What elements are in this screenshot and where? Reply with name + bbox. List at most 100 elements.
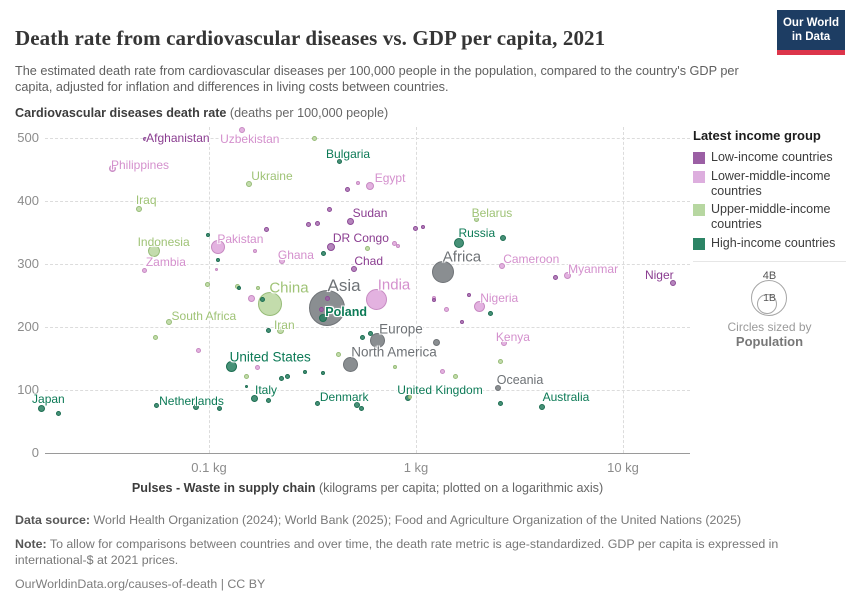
data-point-unlabeled[interactable] bbox=[444, 307, 450, 313]
data-point-unlabeled[interactable] bbox=[412, 225, 418, 231]
data-point-unlabeled[interactable] bbox=[248, 294, 256, 302]
data-point-unlabeled[interactable] bbox=[497, 358, 503, 364]
data-point-egypt[interactable] bbox=[366, 181, 375, 190]
data-point-indonesia[interactable] bbox=[147, 244, 160, 257]
data-point-unlabeled[interactable] bbox=[327, 207, 333, 213]
data-point-cameroon[interactable] bbox=[499, 262, 506, 269]
data-point-unlabeled[interactable] bbox=[236, 285, 241, 290]
data-point-unlabeled[interactable] bbox=[245, 385, 249, 389]
data-point-africa[interactable] bbox=[431, 261, 454, 284]
data-point-unlabeled[interactable] bbox=[420, 224, 425, 229]
data-point-unlabeled[interactable] bbox=[460, 319, 465, 324]
data-point-russia[interactable] bbox=[453, 238, 464, 249]
data-point-chad[interactable] bbox=[350, 266, 357, 273]
data-point-unlabeled[interactable] bbox=[265, 397, 271, 403]
data-point-europe[interactable] bbox=[370, 332, 386, 348]
data-point-unlabeled[interactable] bbox=[260, 296, 266, 302]
data-point-unlabeled[interactable] bbox=[431, 297, 436, 302]
data-point-ghana[interactable] bbox=[278, 257, 285, 264]
data-point-unlabeled[interactable] bbox=[152, 334, 158, 340]
data-point-unlabeled[interactable] bbox=[391, 240, 397, 246]
data-point-unlabeled[interactable] bbox=[255, 285, 260, 290]
data-point-unlabeled[interactable] bbox=[264, 227, 270, 233]
data-point-unlabeled[interactable] bbox=[321, 250, 327, 256]
data-point-unlabeled[interactable] bbox=[355, 180, 360, 185]
data-point-zambia[interactable] bbox=[142, 267, 148, 273]
legend-item-high-income-countries[interactable]: High-income countries bbox=[693, 236, 846, 251]
data-point-unlabeled[interactable] bbox=[552, 275, 558, 281]
data-point-unlabeled[interactable] bbox=[360, 334, 366, 340]
data-point-iran[interactable] bbox=[276, 327, 284, 335]
legend-item-lower-middle-income-countries[interactable]: Lower-middle-income countries bbox=[693, 169, 846, 199]
data-point-unlabeled[interactable] bbox=[265, 327, 271, 333]
data-point-unlabeled[interactable] bbox=[216, 258, 221, 263]
data-point-unlabeled[interactable] bbox=[487, 311, 493, 317]
data-point-unlabeled[interactable] bbox=[216, 406, 222, 412]
data-point-myanmar[interactable] bbox=[563, 272, 571, 280]
data-point-unlabeled[interactable] bbox=[253, 248, 258, 253]
data-point-unlabeled[interactable] bbox=[303, 369, 308, 374]
data-point-unlabeled[interactable] bbox=[396, 243, 401, 248]
data-point-philippines[interactable] bbox=[108, 164, 116, 172]
data-point-unlabeled[interactable] bbox=[312, 135, 318, 141]
data-point-unlabeled[interactable] bbox=[344, 186, 350, 192]
data-point-australia[interactable] bbox=[538, 404, 545, 410]
data-point-unlabeled[interactable] bbox=[367, 331, 373, 337]
legend-item-low-income-countries[interactable]: Low-income countries bbox=[693, 150, 846, 165]
data-point-unlabeled[interactable] bbox=[215, 267, 219, 271]
data-point-oceania[interactable] bbox=[495, 385, 501, 392]
data-point-unlabeled[interactable] bbox=[335, 351, 341, 357]
data-point-bulgaria[interactable] bbox=[336, 158, 342, 164]
data-point-sudan[interactable] bbox=[346, 218, 354, 226]
data-point-south-africa[interactable] bbox=[165, 318, 172, 325]
data-point-unlabeled[interactable] bbox=[392, 364, 397, 369]
data-point-kenya[interactable] bbox=[500, 339, 507, 346]
data-point-denmark[interactable] bbox=[354, 402, 361, 409]
data-point-niger[interactable] bbox=[670, 279, 677, 286]
data-point-nigeria[interactable] bbox=[473, 301, 485, 313]
data-point-unlabeled[interactable] bbox=[365, 246, 371, 252]
data-point-unlabeled[interactable] bbox=[56, 411, 62, 417]
data-point-unlabeled[interactable] bbox=[499, 235, 506, 242]
data-point-india[interactable] bbox=[366, 289, 388, 311]
data-point-japan[interactable] bbox=[37, 405, 45, 413]
legend-item-upper-middle-income-countries[interactable]: Upper-middle-income countries bbox=[693, 202, 846, 232]
data-point-unlabeled[interactable] bbox=[204, 281, 210, 287]
data-point-unlabeled[interactable] bbox=[320, 370, 325, 375]
data-point-belarus[interactable] bbox=[474, 217, 480, 223]
data-point-dr-congo[interactable] bbox=[326, 242, 335, 251]
data-point-italy[interactable] bbox=[250, 394, 258, 402]
data-point-unlabeled[interactable] bbox=[440, 368, 446, 374]
data-point-unlabeled[interactable] bbox=[206, 233, 211, 238]
data-point-unlabeled[interactable] bbox=[315, 400, 321, 406]
data-point-unlabeled[interactable] bbox=[433, 339, 441, 347]
data-point-unlabeled[interactable] bbox=[498, 400, 504, 406]
data-point-poland[interactable] bbox=[319, 314, 328, 323]
data-point-unlabeled[interactable] bbox=[305, 222, 311, 228]
data-point-unlabeled[interactable] bbox=[196, 348, 202, 354]
data-point-unlabeled[interactable] bbox=[408, 394, 413, 399]
data-point-unlabeled[interactable] bbox=[453, 374, 459, 380]
owid-logo[interactable]: Our World in Data bbox=[777, 10, 845, 55]
data-point-iraq[interactable] bbox=[136, 206, 143, 213]
data-point-unlabeled[interactable] bbox=[154, 403, 160, 409]
data-point-unlabeled[interactable] bbox=[359, 405, 365, 411]
data-point-united-states[interactable] bbox=[225, 360, 237, 372]
data-point-ukraine[interactable] bbox=[245, 180, 252, 187]
data-point-asia[interactable] bbox=[309, 290, 346, 327]
data-point-afghanistan[interactable] bbox=[142, 137, 147, 142]
data-point-china[interactable] bbox=[257, 291, 282, 316]
data-point-unlabeled[interactable] bbox=[466, 292, 471, 297]
data-point-unlabeled[interactable] bbox=[324, 295, 330, 301]
data-point-unlabeled[interactable] bbox=[285, 373, 291, 379]
data-point-unlabeled[interactable] bbox=[279, 375, 285, 381]
data-point-unlabeled[interactable] bbox=[255, 365, 261, 371]
data-point-pakistan[interactable] bbox=[211, 239, 226, 254]
data-point-unlabeled[interactable] bbox=[315, 220, 321, 226]
data-point-uzbekistan[interactable] bbox=[238, 127, 245, 134]
citation-link[interactable]: OurWorldinData.org/causes-of-death | CC … bbox=[15, 577, 266, 592]
data-point-unlabeled[interactable] bbox=[244, 374, 250, 380]
data-point-netherlands[interactable] bbox=[193, 404, 200, 410]
data-source-label: Data source: bbox=[15, 513, 91, 527]
data-point-north-america[interactable] bbox=[342, 356, 358, 372]
